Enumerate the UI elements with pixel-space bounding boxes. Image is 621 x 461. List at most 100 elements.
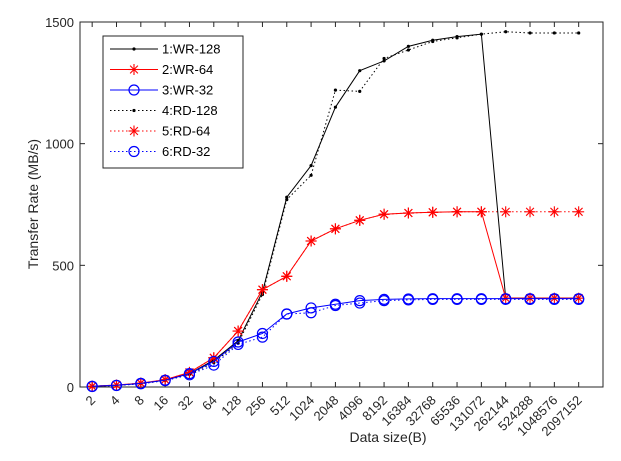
y-tick-label: 1500 — [45, 15, 74, 30]
data-point — [232, 336, 244, 348]
data-point — [256, 327, 269, 340]
asterisk-stroke — [477, 207, 486, 217]
asterisk-stroke — [355, 216, 365, 225]
legend-label: 3:WR-32 — [162, 83, 213, 98]
data-point — [333, 105, 338, 109]
data-point — [256, 284, 268, 296]
data-point — [333, 88, 338, 92]
data-point — [232, 325, 244, 337]
data-point — [358, 69, 362, 73]
x-tick-label: 32 — [175, 393, 196, 414]
data-point — [378, 208, 390, 220]
y-tick-label: 500 — [52, 258, 74, 273]
data-point — [573, 206, 585, 218]
legend-marker — [128, 84, 140, 96]
data-point — [281, 270, 293, 282]
data-point — [475, 293, 487, 305]
data-point — [402, 207, 414, 219]
asterisk-stroke — [452, 207, 462, 217]
x-tick-label: 8 — [131, 393, 147, 409]
asterisk-stroke — [129, 65, 139, 74]
data-point — [455, 35, 459, 39]
x-tick-label: 4096 — [335, 393, 366, 424]
series-2-wr-64 — [86, 206, 585, 392]
legend-marker — [128, 64, 140, 75]
legend-label: 5:RD-64 — [162, 124, 210, 139]
data-point — [431, 38, 435, 42]
legend-marker — [132, 47, 136, 51]
y-tick-label: 0 — [67, 380, 74, 395]
series-3-wr-32 — [86, 293, 585, 392]
data-point — [354, 295, 366, 307]
data-point — [500, 206, 512, 218]
x-tick-label: 64 — [199, 393, 220, 414]
data-point — [110, 379, 123, 391]
legend-label: 4:RD-128 — [162, 103, 218, 118]
data-point — [382, 56, 386, 61]
asterisk-stroke — [404, 208, 413, 218]
data-point — [524, 206, 536, 218]
data-point — [451, 206, 463, 218]
x-tick-label: 4 — [107, 393, 123, 409]
asterisk-stroke — [233, 326, 243, 336]
data-point — [305, 235, 317, 247]
x-axis-label: Data size(B) — [349, 429, 426, 445]
data-point — [406, 44, 410, 48]
asterisk-stroke — [379, 209, 389, 219]
data-point — [548, 206, 560, 218]
data-point — [256, 331, 269, 343]
asterisk-stroke — [428, 208, 437, 217]
data-point — [427, 206, 439, 218]
data-point — [382, 59, 386, 63]
asterisk-stroke — [550, 207, 559, 217]
legend-marker — [132, 108, 136, 113]
data-point — [329, 223, 341, 235]
data-point — [504, 30, 508, 34]
asterisk-stroke — [282, 272, 292, 281]
data-point — [524, 293, 536, 305]
x-tick-label: 2 — [83, 393, 99, 409]
data-point — [305, 302, 317, 314]
data-point — [577, 31, 581, 35]
legend-label: 1:WR-128 — [162, 42, 221, 57]
y-axis: 0 500 1000 1500 — [45, 15, 603, 395]
data-point — [86, 380, 98, 392]
legend: 1:WR-128 2:WR-64 3:WR-32 4:RD-128 5:RD-64 6:R… — [102, 35, 244, 169]
data-point — [309, 163, 313, 168]
data-point — [183, 368, 196, 380]
asterisk-stroke — [129, 126, 139, 136]
x-tick-label: 1024 — [286, 393, 317, 424]
x-tick-label: 16 — [150, 393, 171, 414]
legend-label: 2:WR-64 — [162, 62, 213, 77]
data-point — [378, 293, 390, 305]
data-point — [427, 293, 439, 305]
data-point — [451, 293, 463, 305]
x-tick-label: 128 — [218, 393, 244, 419]
asterisk-stroke — [574, 207, 583, 217]
data-point — [281, 308, 293, 320]
data-point — [573, 293, 585, 305]
data-point — [406, 48, 410, 52]
data-point — [208, 355, 220, 368]
x-tick-label: 256 — [243, 393, 269, 419]
data-point — [402, 293, 414, 305]
asterisk-stroke — [501, 207, 510, 217]
y-axis-label: Transfer Rate (MB/s) — [25, 139, 41, 269]
data-point — [479, 32, 483, 36]
data-point — [548, 293, 560, 305]
y-tick-label: 1000 — [45, 137, 74, 152]
data-point — [329, 298, 342, 310]
series-layer — [86, 30, 585, 393]
series-line — [92, 298, 579, 387]
data-point — [285, 195, 289, 199]
data-point — [552, 31, 556, 35]
data-point — [358, 89, 362, 93]
series-line — [92, 298, 579, 388]
asterisk-stroke — [574, 293, 583, 303]
legend-box — [102, 35, 244, 169]
data-point — [159, 374, 171, 386]
data-point — [500, 293, 512, 305]
legend-marker — [128, 145, 140, 158]
asterisk-stroke — [258, 285, 267, 294]
